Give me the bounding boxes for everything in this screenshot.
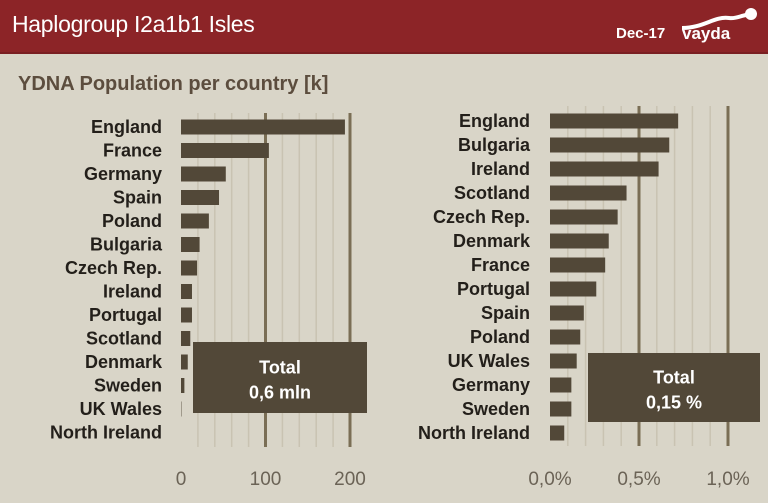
bar-czech-rep- xyxy=(550,209,618,225)
x-tick-label: 0,5% xyxy=(617,469,660,490)
bar-france xyxy=(550,257,606,273)
bar-czech-rep- xyxy=(181,260,198,276)
bar-poland xyxy=(181,213,209,229)
category-label: Czech Rep. xyxy=(65,258,162,278)
category-label: Spain xyxy=(481,303,530,323)
category-label: Germany xyxy=(84,164,162,184)
bar-poland xyxy=(550,329,581,345)
page-title: Haplogroup I2a1b1 Isles xyxy=(12,11,255,37)
category-label: North Ireland xyxy=(418,423,530,443)
category-label: Ireland xyxy=(103,282,162,302)
category-label: Sweden xyxy=(94,376,162,396)
total-label: Total xyxy=(653,368,695,388)
bar-scotland xyxy=(550,185,627,201)
category-label: UK Wales xyxy=(448,351,530,371)
category-label: Bulgaria xyxy=(458,135,531,155)
header-bar: Haplogroup I2a1b1 Isles Dec-17 vayda xyxy=(0,0,768,54)
category-label: Scotland xyxy=(454,183,530,203)
category-label: France xyxy=(103,141,162,161)
category-label: England xyxy=(91,117,162,137)
chart-subtitle: YDNA Population per country [k] xyxy=(18,73,329,95)
category-label: Spain xyxy=(113,188,162,208)
category-label: Sweden xyxy=(462,399,530,419)
bar-denmark xyxy=(181,354,188,370)
bar-portugal xyxy=(181,307,192,323)
bar-germany xyxy=(181,166,226,182)
x-tick-label: 200 xyxy=(334,469,366,490)
category-label: Poland xyxy=(470,327,530,347)
bar-scotland xyxy=(181,331,191,346)
category-label: Ireland xyxy=(471,159,530,179)
bar-france xyxy=(181,143,269,158)
total-box xyxy=(193,342,367,413)
category-label: Portugal xyxy=(89,305,162,325)
category-label: UK Wales xyxy=(80,399,162,419)
x-tick-label: 0 xyxy=(176,469,187,490)
bar-england xyxy=(550,113,679,129)
total-box xyxy=(588,353,760,422)
bar-uk-wales xyxy=(550,353,577,369)
date-label: Dec-17 xyxy=(616,25,666,42)
bar-sweden xyxy=(550,401,572,417)
bar-spain xyxy=(181,190,220,205)
total-label: Total xyxy=(259,358,301,378)
bar-england xyxy=(181,119,345,135)
category-label: North Ireland xyxy=(50,423,162,443)
bar-portugal xyxy=(550,281,597,297)
category-label: England xyxy=(459,111,530,131)
bar-ireland xyxy=(550,161,659,177)
category-label: France xyxy=(471,255,530,275)
total-value: 0,6 mln xyxy=(249,383,311,403)
category-label: Scotland xyxy=(86,329,162,349)
bar-ireland xyxy=(181,284,192,299)
bar-spain xyxy=(550,305,584,321)
category-label: Bulgaria xyxy=(90,235,163,255)
bar-germany xyxy=(550,377,572,393)
vayda-logo-icon xyxy=(681,8,757,30)
bar-bulgaria xyxy=(550,137,670,153)
total-value: 0,15 % xyxy=(646,393,702,413)
bar-bulgaria xyxy=(181,237,200,252)
category-label: Czech Rep. xyxy=(433,207,530,227)
x-tick-label: 100 xyxy=(250,469,282,490)
category-label: Denmark xyxy=(453,231,531,251)
x-tick-label: 1,0% xyxy=(706,469,749,490)
category-label: Poland xyxy=(102,211,162,231)
logo-text: vayda xyxy=(682,24,731,43)
category-label: Portugal xyxy=(457,279,530,299)
x-tick-label: 0,0% xyxy=(528,469,571,490)
bar-denmark xyxy=(550,233,609,249)
category-label: Germany xyxy=(452,375,530,395)
category-label: Denmark xyxy=(85,352,163,372)
bar-sweden xyxy=(181,378,185,393)
bar-north-ireland xyxy=(550,425,565,441)
